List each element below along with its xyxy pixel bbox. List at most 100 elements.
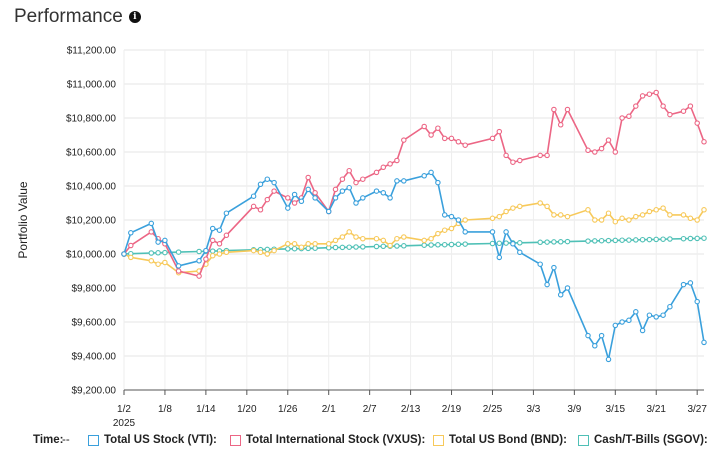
data-point[interactable] [257,249,264,256]
data-point[interactable] [209,237,216,244]
data-point[interactable] [619,237,625,243]
data-point[interactable] [325,241,332,247]
data-point[interactable] [667,212,673,218]
data-point[interactable] [660,236,666,242]
data-point[interactable] [557,292,564,298]
data-point[interactable] [544,281,550,288]
data-point[interactable] [694,298,700,305]
data-point[interactable] [394,243,400,249]
data-point[interactable] [462,229,468,235]
data-point[interactable] [128,254,134,261]
data-point[interactable] [387,161,393,167]
data-point[interactable] [694,235,700,242]
data-point[interactable] [353,200,359,206]
data-point[interactable] [305,241,311,247]
data-point[interactable] [633,237,639,243]
data-point[interactable] [257,207,264,213]
data-point[interactable] [653,89,659,96]
data-point[interactable] [646,236,653,243]
data-point[interactable] [537,261,543,267]
data-point[interactable] [639,236,646,243]
data-point[interactable] [373,169,380,176]
data-point[interactable] [332,195,339,201]
data-point[interactable] [496,128,503,135]
data-point[interactable] [585,238,591,244]
data-point[interactable] [209,252,216,259]
data-point[interactable] [441,227,448,233]
data-point[interactable] [585,207,591,213]
data-point[interactable] [660,103,666,109]
data-point[interactable] [544,239,550,245]
data-point[interactable] [619,215,625,222]
data-point[interactable] [203,256,209,262]
data-point[interactable] [503,208,509,215]
data-point[interactable] [175,263,182,269]
data-point[interactable] [441,135,448,142]
data-point[interactable] [435,125,441,131]
data-point[interactable] [380,164,387,171]
data-point[interactable] [619,319,625,325]
data-point[interactable] [360,244,366,250]
data-point[interactable] [448,213,455,220]
data-point[interactable] [592,238,598,244]
data-point[interactable] [510,241,516,247]
data-point[interactable] [394,157,400,164]
data-point[interactable] [680,108,687,114]
data-point[interactable] [448,135,455,142]
data-point[interactable] [585,147,591,154]
data-point[interactable] [626,217,632,223]
info-icon[interactable]: i [128,11,141,23]
data-point[interactable] [257,181,264,188]
data-point[interactable] [264,251,271,257]
data-point[interactable] [421,242,427,248]
data-point[interactable] [551,212,557,218]
data-point[interactable] [551,264,557,271]
data-point[interactable] [701,207,707,213]
data-point[interactable] [687,235,694,242]
data-point[interactable] [339,188,346,194]
data-point[interactable] [537,200,543,206]
performance-chart[interactable]: $9,200.00 $9,400.00 $9,600.00 $9,800.00 $10,… [0,0,720,430]
data-point[interactable] [216,227,223,233]
data-point[interactable] [537,239,543,246]
data-point[interactable] [346,184,352,191]
data-point[interactable] [564,238,571,245]
legend-label-vxus[interactable]: Total International Stock (VXUS): [246,434,426,446]
data-point[interactable] [128,230,134,236]
data-point[interactable] [598,237,605,244]
data-point[interactable] [564,213,571,220]
data-point[interactable] [653,236,659,243]
data-point[interactable] [216,241,223,247]
data-point[interactable] [373,188,380,194]
data-point[interactable] [196,258,202,264]
data-point[interactable] [298,244,305,250]
data-point[interactable] [496,254,503,261]
data-point[interactable] [455,217,462,223]
data-point[interactable] [401,137,407,143]
data-point[interactable] [605,210,612,216]
data-point[interactable] [271,188,277,194]
data-point[interactable] [592,149,598,155]
data-point[interactable] [598,332,605,339]
data-point[interactable] [496,213,503,220]
data-point[interactable] [680,212,687,218]
data-point[interactable] [544,152,550,159]
data-point[interactable] [557,239,564,245]
data-point[interactable] [421,123,427,130]
data-point[interactable] [660,312,666,318]
data-point[interactable] [209,248,216,254]
data-point[interactable] [537,152,543,159]
data-point[interactable] [264,176,271,182]
data-point[interactable] [489,240,496,247]
data-point[interactable] [353,179,359,186]
data-point[interactable] [155,250,161,256]
data-point[interactable] [421,237,427,244]
data-point[interactable] [517,157,523,164]
data-point[interactable] [394,235,400,242]
data-point[interactable] [271,247,277,254]
data-point[interactable] [633,213,639,220]
data-point[interactable] [605,356,612,363]
legend-label-sgov[interactable]: Cash/T-Bills (SGOV): [594,434,708,446]
data-point[interactable] [605,137,612,143]
data-point[interactable] [503,229,509,235]
